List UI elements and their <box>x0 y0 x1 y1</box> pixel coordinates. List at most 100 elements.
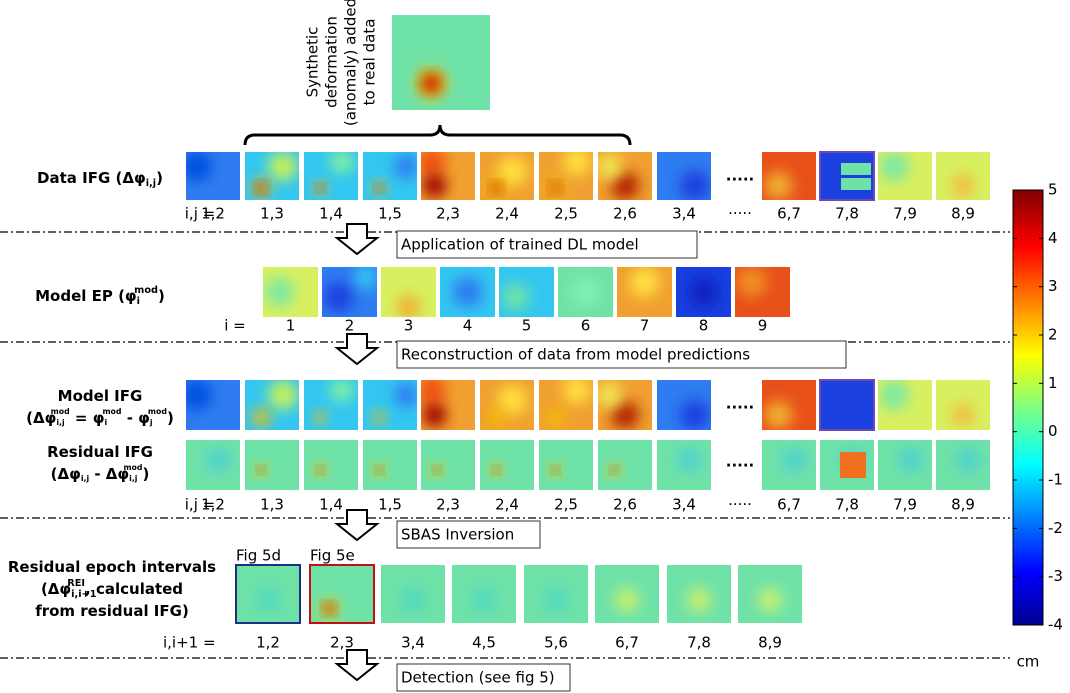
thumb-blob <box>615 588 639 612</box>
colorbar-unit: cm <box>1017 653 1040 671</box>
index: 8,9 <box>758 634 782 652</box>
thumb-blob <box>595 381 623 409</box>
thumbnail <box>310 565 374 623</box>
thumb-blob <box>256 183 266 193</box>
index: 3,4 <box>672 496 696 514</box>
thumb-bg <box>421 440 475 490</box>
annotation: deformation <box>323 16 341 108</box>
label-part: from residual IFG) <box>35 602 189 620</box>
thumb-blob <box>951 174 975 198</box>
index: 3,4 <box>401 634 425 652</box>
thumbnail <box>363 380 418 430</box>
thumbnail <box>418 148 475 200</box>
thumb-bg <box>598 440 652 490</box>
thumbnail <box>595 152 652 200</box>
thumb-blob <box>373 411 386 424</box>
index: 2,4 <box>495 205 519 223</box>
annotation: to real data <box>361 19 379 106</box>
label: Data IFG (Δφi,j) <box>37 169 163 190</box>
thumbnail <box>762 440 816 490</box>
thumb-bg <box>304 440 358 490</box>
label-part: REI <box>67 578 85 589</box>
index: 7,8 <box>835 496 859 514</box>
colorbar-label: 4 <box>1048 229 1058 247</box>
index: 2,6 <box>613 205 637 223</box>
thumbnail <box>480 380 534 430</box>
colorbar-label: -4 <box>1048 616 1063 634</box>
thumb-blob <box>879 151 909 181</box>
thumb-blob <box>423 174 447 198</box>
thumb-blob <box>491 183 501 193</box>
colorbar-label: -1 <box>1048 471 1063 489</box>
thumbnail <box>322 265 378 317</box>
index: 7 <box>640 317 650 335</box>
thumbnail <box>762 152 816 200</box>
label: Model EP (φimod) <box>35 285 165 307</box>
index: 5,6 <box>544 634 568 652</box>
thumb-blob <box>687 588 711 612</box>
label-part: mod <box>123 463 142 472</box>
thumb-blob <box>256 588 280 612</box>
thumb-blob <box>252 409 270 427</box>
arrow <box>337 510 377 540</box>
thumb-blob <box>182 380 212 410</box>
thumb-blob <box>314 411 327 424</box>
index: 1,4 <box>319 205 343 223</box>
thumb-blob <box>680 171 710 201</box>
index: 6,7 <box>615 634 639 652</box>
index: 2,4 <box>495 496 519 514</box>
thumb-blob <box>764 172 792 200</box>
diagram: Syntheticdeformation(anomaly) addedto re… <box>0 0 1070 693</box>
label: Model IFG <box>58 387 143 405</box>
thumb-blob <box>782 448 806 472</box>
label-part: Residual epoch intervals <box>8 558 216 576</box>
label: (Δφi,jmod = φimod - φjmod) <box>26 407 174 427</box>
label-part: = φ <box>70 409 105 427</box>
thumbnail <box>657 380 711 430</box>
index: 2,3 <box>330 634 354 652</box>
label-part: i,j <box>146 178 156 189</box>
thumb-blob <box>268 380 298 410</box>
thumbnail <box>236 565 300 623</box>
index: 2,3 <box>436 496 460 514</box>
thumb-blob <box>680 400 710 430</box>
thumbnail <box>363 152 418 200</box>
index: 4,5 <box>472 634 496 652</box>
index: 1 <box>286 317 296 335</box>
index: 1,2 <box>201 496 225 514</box>
thumb-blob <box>317 467 323 473</box>
thumbnail <box>820 380 874 430</box>
thumb-blob <box>502 283 530 311</box>
step: Detection (see fig 5) <box>401 669 555 687</box>
thumbnail <box>182 151 240 200</box>
step: Reconstruction of data from model predic… <box>401 346 750 364</box>
index: ····· <box>728 205 752 223</box>
thumb-blob <box>563 148 591 176</box>
label-part: Model EP (φ <box>35 287 137 305</box>
thumbnail <box>539 440 593 490</box>
label-part: ) <box>156 169 163 187</box>
thumb-blob <box>453 277 483 307</box>
thumbnail <box>595 565 659 623</box>
thumbnail <box>381 565 445 623</box>
thumbnail <box>539 148 593 200</box>
index: 1,3 <box>260 496 284 514</box>
thumbnail <box>182 380 240 430</box>
thumbnail <box>245 440 299 490</box>
thumb-bg <box>363 440 417 490</box>
thumbnail <box>440 267 495 317</box>
thumb-blob <box>758 588 782 612</box>
thumbnail <box>762 380 816 430</box>
arrow <box>337 650 377 680</box>
label: (Δφi,i+1REI, calculated <box>41 578 183 600</box>
thumb-blob <box>956 448 980 472</box>
thumbnail <box>878 151 932 200</box>
thumbnail <box>676 267 731 317</box>
label-part: i <box>104 418 107 427</box>
thumb-blob <box>258 467 264 473</box>
colorbar-label: 0 <box>1048 422 1058 440</box>
label-part: i,j <box>56 418 65 427</box>
label-part: ) <box>143 465 150 483</box>
thumbnail <box>245 380 299 430</box>
arrow <box>337 334 377 364</box>
